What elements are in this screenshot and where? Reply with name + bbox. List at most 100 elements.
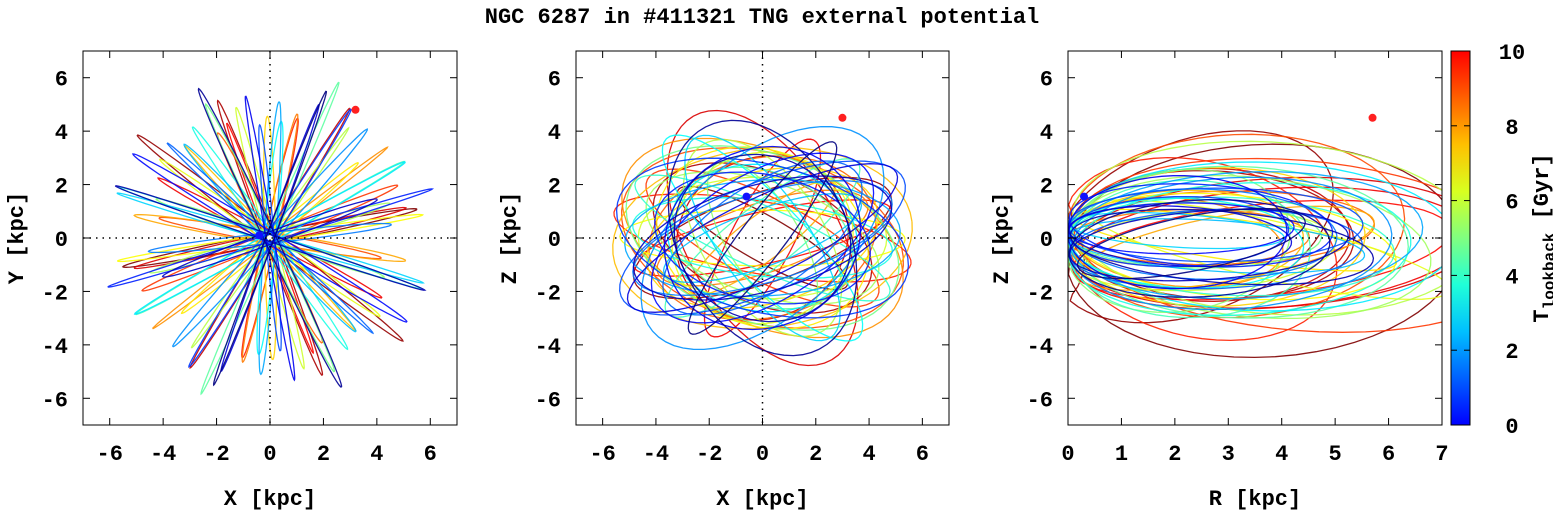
orbit-trace	[1068, 187, 1364, 263]
y-tick-label: 2	[55, 175, 68, 200]
orbit-traces-xy	[107, 81, 435, 396]
colorbar-tick-label: 8	[1505, 116, 1518, 141]
x-tick-label: 2	[1168, 442, 1181, 467]
orbit-trace	[621, 147, 904, 329]
x-tick-label: 4	[1275, 442, 1288, 467]
orbit-trace	[133, 161, 406, 315]
orbit-trace	[687, 141, 838, 335]
orbit-trace	[1068, 175, 1288, 290]
orbit-trace	[1071, 140, 1442, 316]
orbit-trace	[258, 123, 282, 352]
orbit-trace	[1069, 182, 1412, 316]
orbit-trace	[244, 95, 296, 382]
orbit-trace	[152, 146, 389, 330]
x-tick-label: 1	[1115, 442, 1128, 467]
orbit-end-marker	[742, 192, 751, 201]
axes-xz: -6 -4 -2 0 2 4 6 -6 -4 -2 0 2 4 6 X [kpc] Z [kpc]	[498, 50, 950, 512]
panel-rz: 0 1 2 3 4 5 6 7 -6 -4 -2 0 2 4 6 R [kpc] Z [kpc]	[990, 50, 1449, 512]
orbit-trace	[131, 153, 408, 323]
orbit-trace	[180, 161, 360, 315]
orbit-trace	[183, 143, 357, 333]
orbit-traces-xz	[612, 109, 913, 367]
y-axis-label: Z [kpc]	[498, 192, 523, 284]
orbit-trace	[189, 107, 351, 370]
x-tick-label: 6	[916, 442, 929, 467]
x-tick-label: 0	[263, 442, 276, 467]
x-tick-label: -4	[643, 442, 669, 467]
orbit-trace	[650, 152, 875, 324]
orbit-trace	[673, 153, 852, 323]
y-tick-label: -2	[1027, 281, 1053, 306]
panel-xy: -6 -4 -2 0 2 4 6 -6 -4 -2 0 2 4 6 X [kpc] Y [kpc]	[5, 50, 458, 512]
orbit-trace	[645, 168, 880, 308]
y-axis-label: Z [kpc]	[990, 192, 1015, 284]
orbit-trace	[682, 139, 843, 337]
orbit-trace	[197, 87, 343, 388]
panel-xz: -6 -4 -2 0 2 4 6 -6 -4 -2 0 2 4 6 X [kpc] Z [kpc]	[498, 50, 950, 512]
orbit-trace	[612, 146, 913, 330]
y-axis-label: Y [kpc]	[5, 192, 30, 284]
orbit-trace	[1068, 183, 1334, 268]
colorbar-label-unit: [Gyr]	[1530, 153, 1553, 232]
orbit-trace	[666, 109, 859, 367]
y-tick-label: -4	[1027, 335, 1053, 360]
orbit-trace	[212, 90, 328, 387]
orbit-trace	[656, 146, 869, 330]
x-tick-label: 7	[1435, 442, 1448, 467]
x-tick-label: 6	[1382, 442, 1395, 467]
figure-title: NGC 6287 in #411321 TNG external potenti…	[485, 5, 1040, 30]
colorbar-label-sub: lookback	[1541, 232, 1553, 309]
orbit-trace	[671, 166, 854, 310]
orbit-trace	[107, 188, 435, 288]
axes-rz: 0 1 2 3 4 5 6 7 -6 -4 -2 0 2 4 6 R [kpc] Z [kpc]	[990, 50, 1449, 512]
orbit-trace	[667, 119, 858, 357]
y-tick-label: -2	[42, 281, 68, 306]
y-tick-label: 6	[548, 68, 561, 93]
x-axis-label: R [kpc]	[1209, 487, 1301, 512]
colorbar-tick-label: 2	[1505, 340, 1518, 365]
orbit-trace	[1069, 208, 1375, 286]
orbit-trace	[114, 185, 427, 291]
y-tick-label: 4	[548, 121, 561, 146]
orbit-trace	[1068, 199, 1331, 298]
colorbar-tick-label: 4	[1505, 265, 1518, 290]
orbit-trace	[1076, 207, 1306, 280]
orbit-trace	[654, 171, 871, 305]
colorbar-tick-label: 10	[1499, 41, 1525, 66]
x-tick-label: 4	[862, 442, 875, 467]
x-tick-label: 0	[756, 442, 769, 467]
y-tick-label: 4	[55, 121, 68, 146]
orbit-trace	[625, 145, 900, 331]
orbit-start-marker	[838, 113, 847, 122]
orbit-trace	[661, 134, 864, 342]
colorbar-label: Tlookback [Gyr]	[1530, 153, 1553, 322]
orbit-trace	[166, 142, 375, 335]
orbit-trace	[204, 103, 336, 373]
y-tick-label: -2	[535, 281, 561, 306]
x-tick-label: 3	[1222, 442, 1235, 467]
y-tick-label: 0	[55, 228, 68, 253]
x-tick-label: 6	[424, 442, 437, 467]
y-tick-label: -4	[535, 335, 561, 360]
x-tick-label: 4	[370, 442, 383, 467]
colorbar-gradient	[1450, 50, 1471, 426]
orbit-trace	[116, 213, 425, 263]
orbit-trace	[1069, 130, 1334, 324]
orbit-start-marker	[351, 105, 360, 114]
orbit-trace	[155, 198, 386, 278]
orbit-trace	[226, 122, 314, 355]
y-tick-label: 6	[55, 68, 68, 93]
y-tick-label: 0	[1040, 228, 1053, 253]
y-tick-label: 4	[1040, 121, 1053, 146]
plot-frame	[1067, 50, 1443, 426]
y-tick-label: 2	[1040, 175, 1053, 200]
orbit-trace	[172, 128, 369, 348]
x-tick-label: -6	[589, 442, 615, 467]
orbit-end-marker	[1080, 192, 1089, 201]
x-tick-label: 2	[317, 442, 330, 467]
colorbar-ticks: 0 2 4 6 8 10	[1451, 41, 1525, 440]
orbit-trace	[116, 192, 425, 284]
orbit-trace	[615, 157, 910, 319]
orbit-trace	[662, 193, 863, 283]
